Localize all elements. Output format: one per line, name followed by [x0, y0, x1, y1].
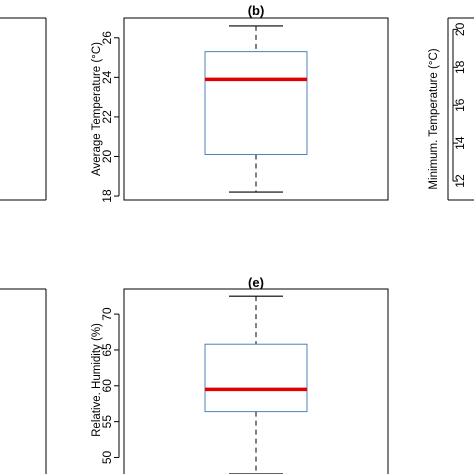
panel-e: (e) 50 55 60 65 70 Relative. Humidity (%)	[91, 275, 389, 474]
panel-b-boxplot	[204, 25, 308, 193]
y-tick-label: 55	[100, 415, 114, 429]
panel-e-y-axis: 50 55 60 65 70	[100, 307, 120, 464]
y-tick-label: 22	[100, 110, 114, 124]
y-tick-label: 18	[100, 189, 114, 203]
y-tick-label: 12	[453, 174, 467, 188]
panel-e-boxplot	[204, 295, 308, 474]
panel-c: 12 14 16 18 20 Minimum. Temperature (°C)	[428, 17, 474, 201]
panel-b-title: (b)	[248, 3, 265, 18]
panel-c-y-axis: 12 14 16 18 20	[452, 22, 467, 188]
iqr-box	[204, 51, 308, 156]
panel-e-title: (e)	[248, 275, 264, 290]
y-tick-label: 16	[453, 98, 467, 112]
panel-a	[0, 17, 47, 201]
y-tick-label: 26	[100, 31, 114, 45]
panel-b-plot-frame	[123, 17, 389, 201]
panel-b-y-label: Average Temperature (°C)	[91, 42, 103, 176]
panel-b-y-axis: 18 20 22 24 26	[100, 31, 120, 203]
y-tick-label: 70	[100, 307, 114, 321]
y-tick-label: 65	[100, 343, 114, 357]
panel-c-y-label: Minimum. Temperature (°C)	[428, 48, 440, 189]
y-tick-label: 18	[453, 60, 467, 74]
y-tick-label: 60	[100, 379, 114, 393]
y-tick-label: 14	[453, 136, 467, 150]
y-tick-label: 24	[100, 70, 114, 84]
iqr-box	[204, 343, 308, 413]
y-tick-label: 50	[100, 450, 114, 464]
panel-e-y-label: Relative. Humidity (%)	[91, 323, 103, 437]
y-tick-label: 20	[100, 149, 114, 163]
panel-e-plot-frame	[123, 288, 389, 474]
panel-b: (b) 18 20 22 24 26 Average Temperature (°C)	[91, 3, 389, 203]
panel-d	[0, 288, 47, 474]
y-tick-label: 20	[453, 22, 467, 36]
